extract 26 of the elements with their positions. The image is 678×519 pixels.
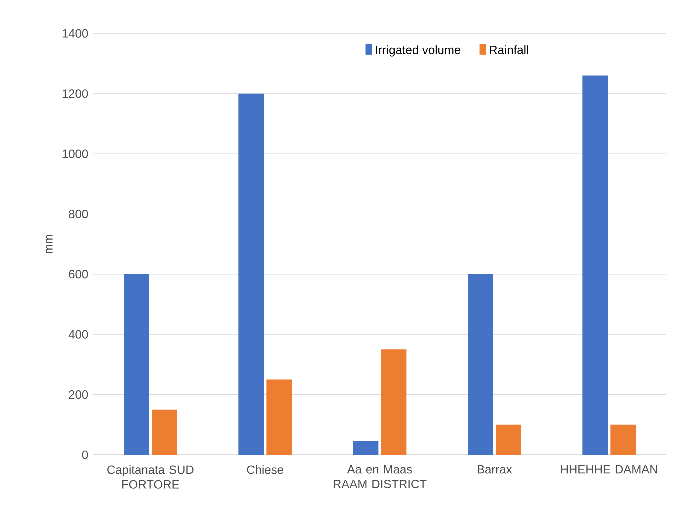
bar [610, 424, 636, 455]
bar [152, 410, 178, 455]
y-tick-label: 400 [68, 330, 88, 339]
bar [353, 441, 379, 455]
bar [468, 274, 494, 455]
y-axis-title: mm [46, 235, 53, 254]
y-tick-label: 600 [69, 270, 88, 279]
y-tick-label: 200 [69, 390, 88, 400]
legend-label: Irrigated volume [376, 46, 461, 57]
y-tick-label: 1400 [62, 29, 88, 38]
y-tick-label: 800 [69, 210, 88, 218]
bar [582, 76, 608, 455]
x-tick-label: Barrax [478, 465, 512, 474]
bar [381, 350, 407, 455]
x-tick-label: Chiese [247, 465, 284, 474]
legend-label: Rainfall [490, 46, 528, 54]
bar [496, 424, 522, 455]
bar [124, 274, 150, 455]
bar [238, 94, 264, 455]
y-tick-label: 0 [82, 450, 88, 460]
y-tick-label: 1000 [62, 150, 88, 158]
bar [266, 380, 292, 455]
x-tick-label: HHEHHE DAMAN [561, 465, 658, 474]
x-tick-label: Aa en Maas RAAM DISTRICT [334, 465, 427, 488]
x-tick-label: Capitanata SUD FORTORE [108, 465, 194, 489]
y-tick-label: 1200 [62, 90, 88, 98]
